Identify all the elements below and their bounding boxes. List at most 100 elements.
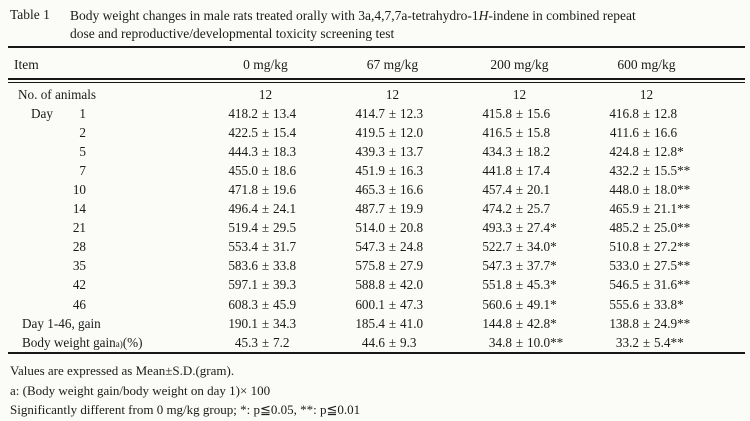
plus-minus: ± — [261, 162, 270, 178]
row-label: Day 1 — [8, 106, 202, 122]
data-cell: 12 — [385, 86, 400, 102]
row-label: 28 — [8, 239, 202, 255]
sd-value: 18.0** — [654, 182, 691, 198]
day-number: 35 — [72, 258, 86, 274]
mean-value: 471.8 — [228, 182, 258, 198]
day-number: 2 — [79, 124, 86, 140]
sd-value: 27.9 — [400, 258, 424, 274]
day-number: 10 — [72, 182, 86, 198]
table-row: 28 553.4 ±31.7 547.3 ±24.8 522.7 ±34.0* 510.8 ±2… — [8, 238, 745, 257]
mean-value: 465.9 — [609, 201, 639, 217]
plus-minus: ± — [642, 258, 651, 274]
row-label: 7 — [8, 163, 202, 179]
data-cell: 34.8 ±10.0** — [456, 335, 583, 351]
sd-value: 47.3 — [400, 296, 424, 312]
sd-value: 49.1* — [527, 296, 557, 312]
mean-value: 451.9 — [355, 162, 385, 178]
title-line2: dose and reproductive/developmental toxi… — [70, 26, 395, 41]
mean-value: 448.0 — [609, 182, 639, 198]
plus-minus: ± — [388, 105, 397, 121]
data-cell: 422.5 ±15.4 — [202, 125, 329, 141]
sd-value: 31.6** — [654, 277, 691, 293]
day-number: 7 — [79, 162, 86, 178]
table-row: 7 455.0 ±18.6 451.9 ±16.3 441.8 ±17.4 432.2 ±15.… — [8, 161, 745, 180]
plus-minus: ± — [515, 277, 524, 293]
data-cell: 190.1 ±34.3 — [202, 316, 329, 332]
data-cell: 12 — [258, 86, 273, 102]
plus-minus: ± — [261, 334, 270, 350]
data-cell: 448.0 ±18.0** — [583, 182, 710, 198]
mean-value: 434.3 — [482, 143, 512, 159]
mean-value: 588.8 — [355, 277, 385, 293]
data-cell: 560.6 ±49.1* — [456, 297, 583, 313]
table-row: No. of animals 12 12 12 12 — [8, 85, 745, 104]
data-cell: 583.6 ±33.8 — [202, 258, 329, 274]
footnote-a: a: (Body weight gain/body weight on day … — [10, 382, 271, 398]
plus-minus: ± — [388, 143, 397, 159]
mean-value: 474.2 — [482, 201, 512, 217]
day-number: 21 — [72, 220, 86, 236]
data-cell: 465.3 ±16.6 — [329, 182, 456, 198]
sd-value: 9.3 — [400, 334, 417, 350]
column-header-item: Item — [14, 57, 39, 72]
title-line1-post: -indene in combined repeat — [488, 8, 636, 23]
table-bottom-rule — [8, 352, 745, 354]
mean-value: 533.0 — [609, 258, 639, 274]
column-header-dose-3: 600 mg/kg — [617, 57, 676, 72]
sd-value: 45.3* — [527, 277, 557, 293]
footnote-significance: Significantly different from 0 mg/kg gro… — [10, 402, 361, 417]
plus-minus: ± — [642, 201, 651, 217]
mean-value: 34.8 — [488, 334, 512, 350]
data-cell: 434.3 ±18.2 — [456, 144, 583, 160]
sd-value: 17.4 — [527, 162, 551, 178]
data-cell: 441.8 ±17.4 — [456, 163, 583, 179]
sd-value: 12.8* — [654, 143, 684, 159]
table-row: 14 496.4 ±24.1 487.7 ±19.9 474.2 ±25.7 465.9 ±21… — [8, 200, 745, 219]
table-row: Day 1-46, gain 190.1 ±34.3 185.4 ±41.0 144.8 ±… — [8, 314, 745, 333]
plus-minus: ± — [388, 220, 397, 236]
sd-value: 37.7* — [527, 258, 557, 274]
plus-minus: ± — [642, 105, 651, 121]
sd-value: 24.1 — [273, 201, 297, 217]
mean-value: 33.2 — [615, 334, 639, 350]
mean-value: 496.4 — [228, 201, 258, 217]
sd-value: 34.0* — [527, 239, 557, 255]
data-cell: 608.3 ±45.9 — [202, 297, 329, 313]
data-cell: 424.8 ±12.8* — [583, 144, 710, 160]
sd-value: 12.8 — [654, 105, 678, 121]
plus-minus: ± — [261, 296, 270, 312]
mean-value: 422.5 — [228, 124, 258, 140]
plus-minus: ± — [515, 162, 524, 178]
mean-value: 185.4 — [355, 315, 385, 331]
data-cell: 457.4 ±20.1 — [456, 182, 583, 198]
data-cell: 419.5 ±12.0 — [329, 125, 456, 141]
mean-value: 522.7 — [482, 239, 512, 255]
column-header-dose-2: 200 mg/kg — [490, 57, 549, 72]
mean-value: 514.0 — [355, 220, 385, 236]
mean-value: 583.6 — [228, 258, 258, 274]
data-cell: 416.5 ±15.8 — [456, 125, 583, 141]
sd-value: 16.3 — [400, 162, 424, 178]
sd-value: 19.6 — [273, 182, 297, 198]
data-cell: 597.1 ±39.3 — [202, 277, 329, 293]
sd-value: 12.0 — [400, 124, 424, 140]
data-cell: 415.8 ±15.6 — [456, 106, 583, 122]
plus-minus: ± — [515, 334, 524, 350]
data-cell: 418.2 ±13.4 — [202, 106, 329, 122]
row-label-text: No. of animals — [18, 86, 97, 102]
data-cell: 138.8 ±24.9** — [583, 316, 710, 332]
data-cell: 444.3 ±18.3 — [202, 144, 329, 160]
row-label: 14 — [8, 201, 202, 217]
mean-value: 608.3 — [228, 296, 258, 312]
plus-minus: ± — [515, 124, 524, 140]
data-cell: 432.2 ±15.5** — [583, 163, 710, 179]
sd-value: 18.6 — [273, 162, 297, 178]
data-cell: 455.0 ±18.6 — [202, 163, 329, 179]
data-cell: 588.8 ±42.0 — [329, 277, 456, 293]
mean-value: 547.3 — [482, 258, 512, 274]
data-cell: 474.2 ±25.7 — [456, 201, 583, 217]
sd-value: 39.3 — [273, 277, 297, 293]
mean-value: 600.1 — [355, 296, 385, 312]
mean-value: 510.8 — [609, 239, 639, 255]
